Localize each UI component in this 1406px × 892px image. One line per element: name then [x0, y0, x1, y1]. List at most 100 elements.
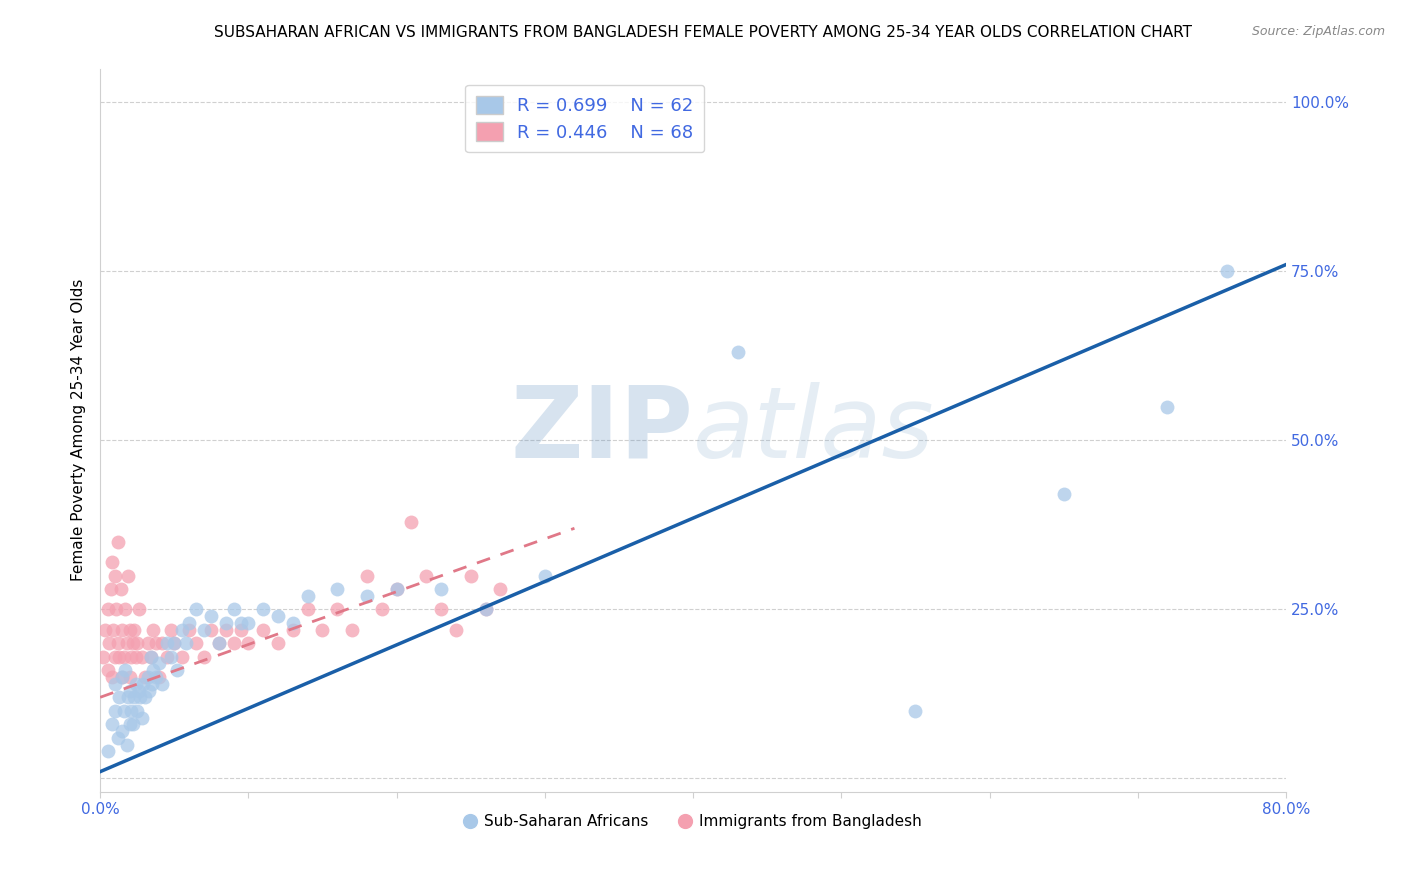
- Point: [193, 649, 215, 664]
- Point: [104, 704, 127, 718]
- Point: [356, 589, 378, 603]
- Point: [460, 568, 482, 582]
- Point: [385, 582, 408, 596]
- Point: [281, 623, 304, 637]
- Point: [142, 663, 165, 677]
- Text: SUBSAHARAN AFRICAN VS IMMIGRANTS FROM BANGLADESH FEMALE POVERTY AMONG 25-34 YEAR: SUBSAHARAN AFRICAN VS IMMIGRANTS FROM BA…: [214, 25, 1192, 40]
- Point: [326, 602, 349, 616]
- Point: [93, 623, 115, 637]
- Point: [215, 615, 238, 630]
- Point: [134, 670, 156, 684]
- Point: [186, 602, 208, 616]
- Point: [112, 649, 135, 664]
- Point: [177, 615, 200, 630]
- Point: [118, 670, 141, 684]
- Point: [139, 649, 162, 664]
- Point: [118, 623, 141, 637]
- Point: [127, 636, 149, 650]
- Point: [108, 649, 131, 664]
- Point: [489, 582, 512, 596]
- Point: [311, 623, 333, 637]
- Point: [1215, 264, 1237, 278]
- Point: [474, 602, 496, 616]
- Point: [166, 663, 188, 677]
- Point: [121, 636, 143, 650]
- Point: [430, 602, 453, 616]
- Point: [252, 623, 274, 637]
- Point: [267, 609, 290, 624]
- Point: [177, 623, 200, 637]
- Point: [200, 623, 222, 637]
- Point: [96, 744, 118, 758]
- Point: [174, 636, 197, 650]
- Text: atlas: atlas: [693, 382, 935, 479]
- Point: [112, 704, 135, 718]
- Point: [136, 670, 159, 684]
- Point: [142, 623, 165, 637]
- Point: [148, 657, 170, 671]
- Point: [107, 534, 129, 549]
- Point: [96, 663, 118, 677]
- Text: Source: ZipAtlas.com: Source: ZipAtlas.com: [1251, 25, 1385, 38]
- Point: [148, 670, 170, 684]
- Point: [474, 602, 496, 616]
- Point: [145, 636, 167, 650]
- Point: [127, 704, 149, 718]
- Point: [108, 690, 131, 705]
- Point: [122, 690, 145, 705]
- Point: [128, 683, 150, 698]
- Point: [401, 515, 423, 529]
- Point: [170, 623, 193, 637]
- Point: [117, 690, 139, 705]
- Point: [122, 623, 145, 637]
- Point: [107, 636, 129, 650]
- Point: [110, 582, 132, 596]
- Point: [114, 663, 136, 677]
- Point: [104, 568, 127, 582]
- Y-axis label: Female Poverty Among 25-34 Year Olds: Female Poverty Among 25-34 Year Olds: [72, 279, 86, 582]
- Point: [101, 717, 124, 731]
- Point: [91, 649, 114, 664]
- Point: [186, 636, 208, 650]
- Point: [96, 602, 118, 616]
- Point: [229, 615, 252, 630]
- Point: [117, 568, 139, 582]
- Point: [156, 636, 179, 650]
- Point: [101, 555, 124, 569]
- Point: [252, 602, 274, 616]
- Point: [98, 636, 121, 650]
- Point: [533, 568, 555, 582]
- Point: [340, 623, 363, 637]
- Point: [111, 670, 134, 684]
- Point: [229, 623, 252, 637]
- Point: [215, 623, 238, 637]
- Point: [141, 677, 163, 691]
- Point: [160, 623, 183, 637]
- Point: [131, 649, 153, 664]
- Text: ZIP: ZIP: [510, 382, 693, 479]
- Point: [125, 677, 148, 691]
- Point: [200, 609, 222, 624]
- Point: [136, 636, 159, 650]
- Point: [170, 649, 193, 664]
- Point: [118, 683, 141, 698]
- Point: [103, 623, 125, 637]
- Point: [105, 602, 128, 616]
- Point: [385, 582, 408, 596]
- Point: [727, 345, 749, 359]
- Legend: Sub-Saharan Africans, Immigrants from Bangladesh: Sub-Saharan Africans, Immigrants from Ba…: [458, 808, 928, 835]
- Point: [145, 670, 167, 684]
- Point: [193, 623, 215, 637]
- Point: [111, 724, 134, 739]
- Point: [238, 615, 260, 630]
- Point: [132, 677, 155, 691]
- Point: [208, 636, 231, 650]
- Point: [160, 649, 183, 664]
- Point: [326, 582, 349, 596]
- Point: [111, 670, 134, 684]
- Point: [150, 677, 173, 691]
- Point: [267, 636, 290, 650]
- Point: [238, 636, 260, 650]
- Point: [111, 623, 134, 637]
- Point: [104, 649, 127, 664]
